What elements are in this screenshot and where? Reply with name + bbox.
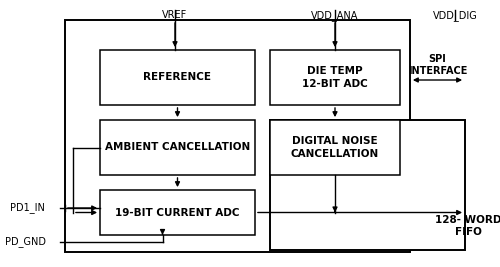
Text: VDD_ANA: VDD_ANA bbox=[312, 10, 358, 21]
Bar bbox=[65, 20, 410, 252]
Text: REFERENCE: REFERENCE bbox=[144, 73, 212, 83]
Text: PD_GND: PD_GND bbox=[5, 237, 46, 248]
Bar bbox=[270, 120, 400, 175]
Text: VDD_DIG: VDD_DIG bbox=[432, 10, 478, 21]
Text: VREF: VREF bbox=[162, 10, 188, 20]
Text: PD1_IN: PD1_IN bbox=[10, 203, 45, 213]
Text: AMBIENT CANCELLATION: AMBIENT CANCELLATION bbox=[105, 143, 250, 152]
Bar bbox=[100, 50, 255, 105]
Bar bbox=[100, 120, 255, 175]
Text: 19-BIT CURRENT ADC: 19-BIT CURRENT ADC bbox=[115, 207, 240, 218]
Text: DIE TEMP
12-BIT ADC: DIE TEMP 12-BIT ADC bbox=[302, 66, 368, 89]
Text: 128- WORD
FIFO: 128- WORD FIFO bbox=[435, 215, 500, 237]
Bar bbox=[100, 190, 255, 235]
Bar bbox=[270, 50, 400, 105]
Text: SPI
INTERFACE: SPI INTERFACE bbox=[408, 54, 467, 76]
Bar bbox=[270, 120, 465, 250]
Text: DIGITAL NOISE
CANCELLATION: DIGITAL NOISE CANCELLATION bbox=[291, 136, 379, 159]
